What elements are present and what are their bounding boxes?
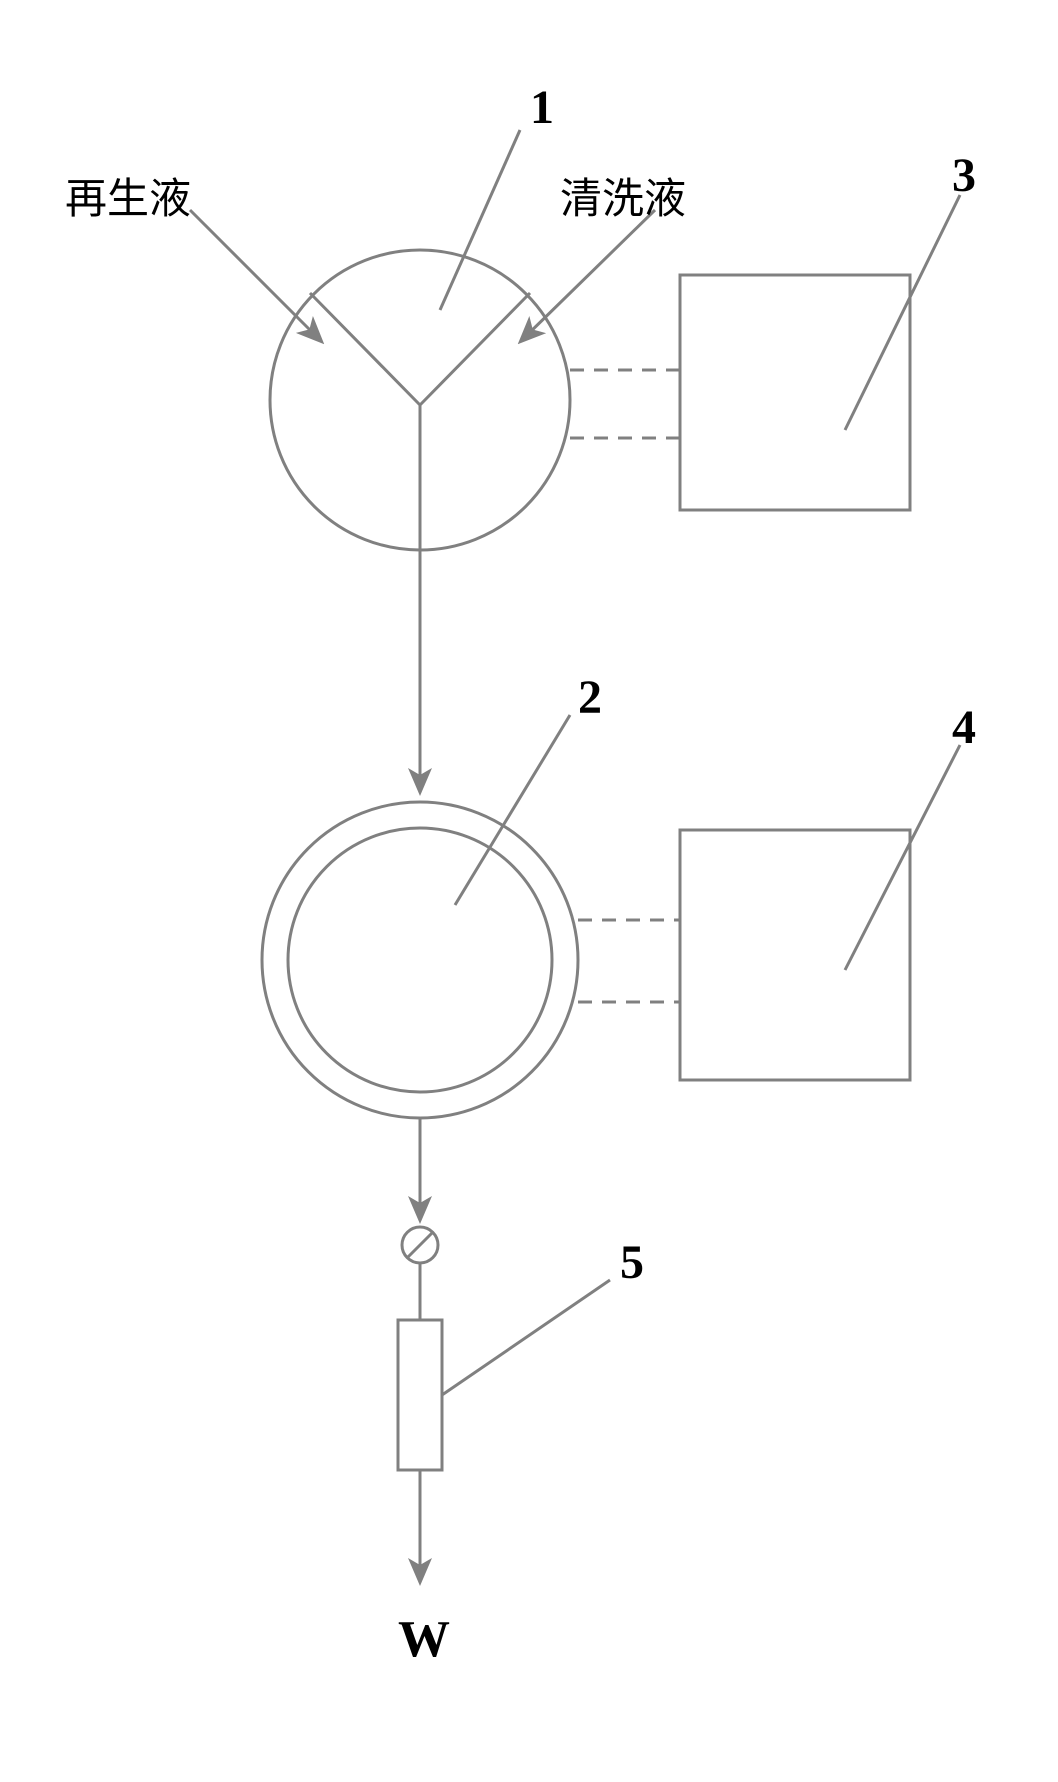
callout-2: 2 [578, 670, 602, 725]
leader-1 [440, 130, 520, 310]
unit-3 [680, 275, 910, 510]
y-branch-right [420, 293, 530, 405]
output-label: W [398, 1610, 450, 1669]
flow-diagram: 再生液 清洗液 1 2 3 4 5 W [0, 0, 1058, 1782]
vessel-2-outer [262, 802, 578, 1118]
callout-3: 3 [952, 148, 976, 203]
diagram-svg [0, 0, 1058, 1782]
unit-4 [680, 830, 910, 1080]
valve-slash [407, 1232, 433, 1258]
vessel-2-inner [288, 828, 552, 1092]
y-branch-left [310, 293, 420, 405]
leader-3 [845, 195, 960, 430]
callout-5: 5 [620, 1235, 644, 1290]
leader-4 [845, 745, 960, 970]
component-5 [398, 1320, 442, 1470]
arrow-wash-liquid [522, 210, 655, 340]
callout-1: 1 [530, 80, 554, 135]
arrow-regen-liquid [190, 210, 320, 340]
regen-liquid-label: 再生液 [65, 165, 191, 226]
wash-liquid-label: 清洗液 [560, 165, 686, 226]
leader-5 [442, 1280, 610, 1395]
callout-4: 4 [952, 700, 976, 755]
